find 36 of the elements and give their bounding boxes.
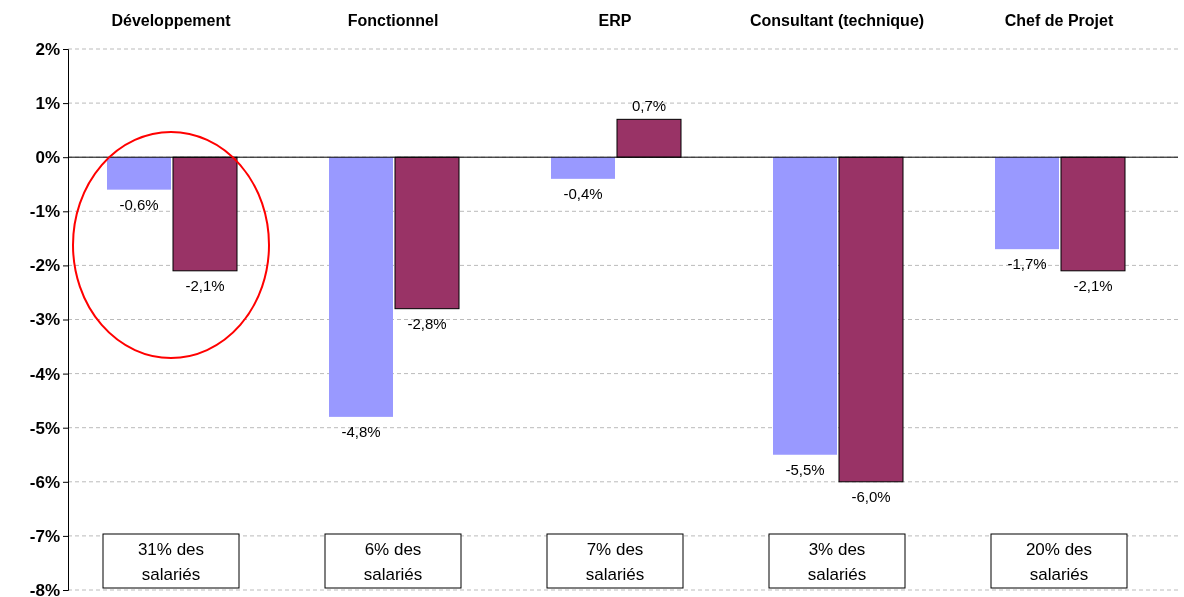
x-tick-label: Chef de Projet (1004, 12, 1114, 29)
text-box: 7% des salariés (546, 533, 684, 589)
data-label: 0,7% (631, 97, 667, 115)
data-label: -0,4% (563, 184, 603, 202)
text-box: 31% des salariés (102, 533, 240, 589)
y-tick-label: -7% (29, 526, 60, 546)
data-label: -5,5% (785, 460, 825, 478)
y-tick-label: -6% (29, 472, 60, 492)
data-label: -1,7% (1007, 255, 1047, 273)
data-label: -2,1% (185, 276, 225, 294)
annotation: 6% des salariés (363, 540, 423, 584)
data-label: -0,6% (119, 195, 159, 213)
y-tick-label: -4% (29, 364, 60, 384)
data-label: -2,8% (407, 314, 447, 332)
x-tick-label: Développement (111, 12, 232, 29)
y-tick-label: -1% (29, 202, 60, 222)
x-tick-label: Fonctionnel (347, 12, 439, 29)
data-label: -4,8% (341, 422, 381, 440)
y-tick-label: 1% (35, 94, 60, 114)
annotation: 20% des salariés (1025, 540, 1093, 584)
data-label: -6,0% (851, 487, 891, 505)
annotation: 7% des salariés (585, 540, 645, 584)
y-tick-label: -5% (29, 418, 60, 438)
x-tick-label: Consultant (technique) (749, 12, 925, 29)
text-box: 20% des salariés (990, 533, 1128, 589)
y-tick-label: -8% (29, 580, 60, 597)
annotation: 31% des salariés (137, 540, 205, 584)
x-tick-label: ERP (598, 12, 632, 29)
text-box: 3% des salariés (768, 533, 906, 589)
annotation: 3% des salariés (807, 540, 867, 584)
y-tick-label: 0% (35, 148, 60, 168)
text-box: 6% des salariés (324, 533, 462, 589)
y-tick-label: 2% (35, 39, 60, 59)
y-tick-label: -3% (29, 310, 60, 330)
y-tick-label: -2% (29, 256, 60, 276)
data-label: -2,1% (1073, 276, 1113, 294)
